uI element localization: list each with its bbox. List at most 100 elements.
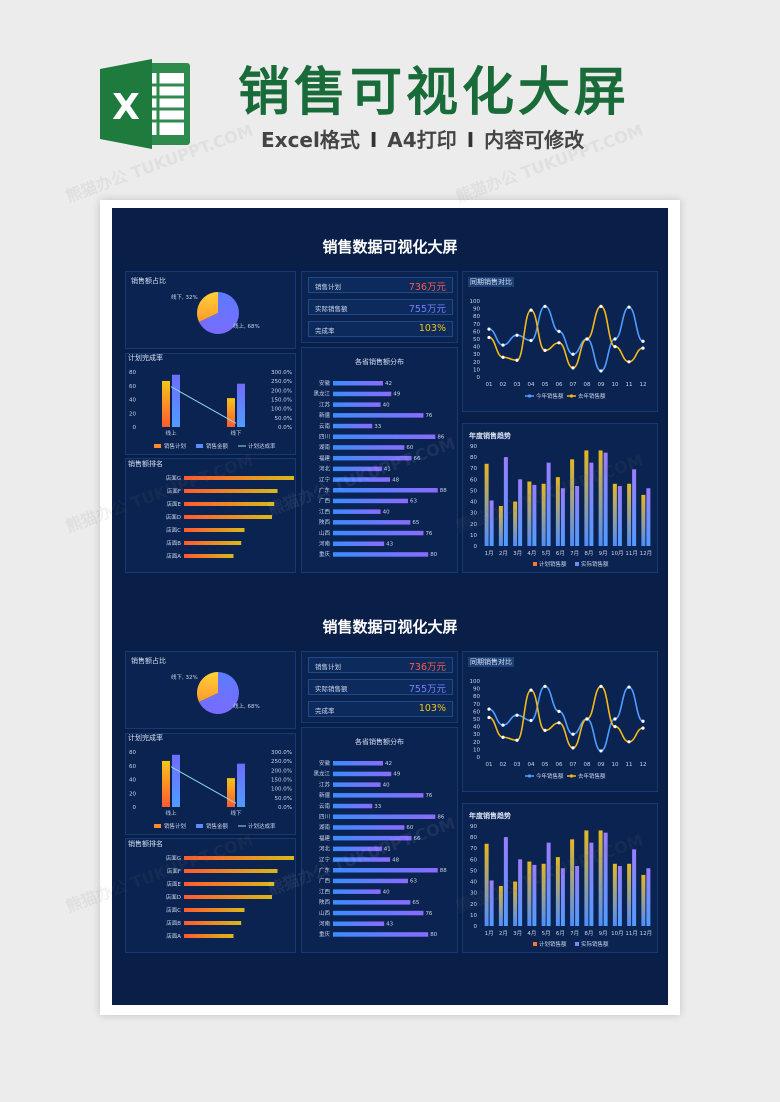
annual-legend-swatch [575,942,579,946]
plan-bar [162,760,170,807]
province-label: 安徽 [319,379,331,387]
line-x-tick: 04 [528,762,535,768]
line-x-tick: 12 [640,762,647,768]
annual-legend-text: 实际销售额 [581,560,609,568]
line-legend-text: 去年销售额 [578,772,606,780]
actual-bar [172,754,180,807]
province-label: 江苏 [319,780,331,788]
province-label: 福建 [319,834,331,842]
plan-legend-swatch [154,444,161,448]
province-value: 60 [406,825,413,831]
annual-actual-bar [632,469,637,546]
annual-x-tick: 3月 [513,930,522,937]
line-point [487,715,491,720]
ranking-bar [184,934,234,938]
plan-legend-swatch [154,824,161,828]
line-y-tick: 40 [473,725,480,731]
kpi-value: 755万元 [408,684,446,695]
province-value: 76 [425,531,432,537]
plan-chart: 80 60 40 20 0 300.0% 250.0% 200.0% 150.0% 100.0% 5… [129,370,292,450]
line-y-tick: 0 [477,755,481,761]
line-x-tick: 04 [528,382,535,388]
annual-actual-bar [617,486,622,546]
annual-y-tick: 30 [470,511,477,517]
pie-panel: 销售额占比 线上, 68% 线下, 32% [125,651,296,729]
plan-right-tick: 250.0% [271,759,292,765]
plan-left-tick: 0 [133,425,137,431]
annual-x-tick: 2月 [499,930,508,937]
plan-left-tick: 80 [129,370,136,376]
province-label: 安徽 [319,759,331,767]
line-point [529,688,533,692]
province-value: 63 [410,879,417,885]
annual-x-tick: 4月 [527,550,536,557]
line-x-tick: 10 [612,382,619,388]
line-point [543,728,547,732]
province-label: 广东 [319,866,331,874]
line-y-tick: 0 [477,375,481,381]
subtitle-separator: I [369,128,378,152]
ranking-label: 店面E [167,880,182,888]
plan-panel: 计划完成率 80 60 40 20 0 300.0% 250.0% 200.0% 150.0% 10… [125,353,296,455]
line-point [543,304,547,308]
annual-plan-bar [598,830,603,926]
line-y-tick: 70 [473,322,480,328]
ranking-panel-title: 销售额排名 [128,840,163,848]
line-y-tick: 90 [473,687,480,693]
kpi-value: 103% [418,323,446,334]
annual-actual-bar [532,484,537,546]
kpi-label: 销售计划 [315,663,341,671]
line-point [515,358,519,362]
line-y-tick: 90 [473,307,480,313]
ranking-panel: 销售额排名 店面G 店面F 店面E 店面D 店面C 店面B 店面A [125,838,296,953]
dashboard-2: 销售数据可视化大屏 销售额占比 线上, 68% 线下, 32% 销售计划 736万元 实际销… [112,588,668,963]
ranking-label: 店面F [167,867,181,875]
annual-panel-title: 年度销售趋势 [469,812,511,820]
province-label: 新疆 [319,411,331,419]
kpi-row: 实际销售额 755万元 [308,679,453,695]
province-bar [333,413,424,418]
line-y-tick: 100 [470,679,481,685]
plan-right-tick: 50.0% [275,416,292,422]
annual-plan-bar [570,839,575,926]
province-bar [333,932,429,937]
province-label: 福建 [319,454,331,462]
plan-left-tick: 80 [129,750,136,756]
line-x-tick: 08 [584,762,591,768]
province-value: 65 [412,900,419,906]
province-bar [333,835,412,841]
ranking-bar [184,908,245,912]
annual-actual-bar [518,479,523,546]
subtitle-separator: I [466,128,475,152]
province-value: 88 [440,488,447,494]
ranking-bar [184,554,234,558]
plan-right-tick: 0.0% [278,805,292,811]
pie-label-offline: 线下, 32% [171,293,198,301]
line-point [515,333,519,337]
annual-y-tick: 30 [470,891,477,897]
kpi-value: 103% [418,703,446,714]
line-point [613,345,617,349]
pie-slice-线下 [197,672,218,702]
line-chart-title: 同期销售对比 [468,277,514,287]
line-point [571,732,575,736]
province-bar [333,423,373,429]
plan-legend-text: 计划达成率 [248,442,276,450]
line-y-tick: 100 [470,299,481,305]
annual-x-tick: 1月 [485,550,494,557]
line-legend-dot [527,774,532,778]
province-value: 49 [393,392,400,398]
plan-category: 线下 [230,809,242,817]
line-x-tick: 07 [570,382,577,388]
annual-actual-bar [632,849,637,926]
pie-label-online: 线上, 68% [233,322,260,330]
ranking-panel: 销售额排名 店面G 店面F 店面E 店面D 店面C 店面B 店面A [125,458,296,573]
province-value: 66 [414,836,421,842]
province-bar [333,530,424,536]
subtitle: Excel格式 I A4打印 I 内容可修改 [261,124,584,153]
province-value: 48 [392,857,399,863]
annual-plan-bar [641,874,646,926]
ranking-bar [184,541,242,545]
province-label: 重庆 [319,550,331,558]
pie-slice-线下 [197,292,218,322]
